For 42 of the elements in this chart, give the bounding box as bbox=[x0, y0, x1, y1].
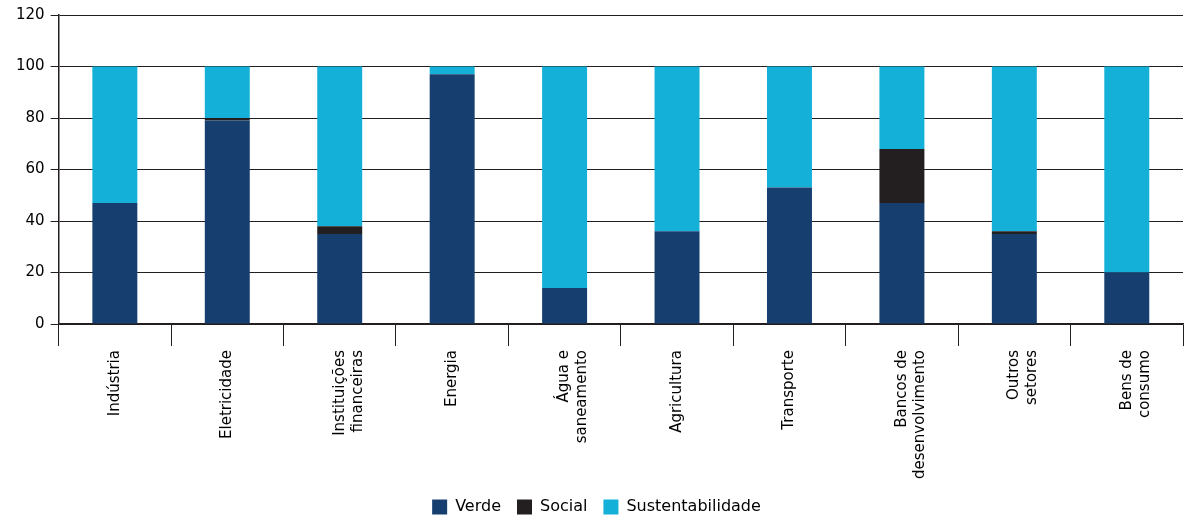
bar bbox=[92, 202, 138, 324]
bar bbox=[991, 231, 1037, 234]
x-tick-label: Água e saneamento bbox=[553, 350, 591, 444]
legend-label: Social bbox=[539, 496, 588, 516]
bar bbox=[991, 233, 1037, 324]
bar bbox=[542, 287, 588, 324]
bar bbox=[204, 120, 250, 324]
x-tick-label: Instituições financeiras bbox=[329, 349, 366, 436]
y-tick-label: 40 bbox=[25, 210, 45, 229]
x-tick-label: Eletricidade bbox=[217, 350, 236, 439]
bar bbox=[766, 187, 812, 324]
bar bbox=[879, 66, 925, 149]
x-tick-label: Transporte bbox=[779, 350, 798, 431]
legend-label: Verde bbox=[455, 496, 501, 516]
bar bbox=[317, 233, 363, 324]
y-tick-label: 80 bbox=[25, 107, 45, 126]
bar bbox=[991, 66, 1037, 232]
legend-label: Sustentabilidade bbox=[626, 496, 761, 516]
y-tick-label: 20 bbox=[25, 262, 45, 281]
bar bbox=[204, 66, 250, 119]
x-tick-label: Outros setores bbox=[1004, 349, 1041, 406]
bar bbox=[429, 66, 475, 75]
bar bbox=[92, 66, 138, 203]
y-tick-label: 60 bbox=[25, 159, 45, 178]
y-tick-label: 100 bbox=[15, 56, 45, 75]
y-tick-label: 120 bbox=[15, 4, 45, 23]
x-tick-label: Agricultura bbox=[666, 350, 685, 433]
bar bbox=[654, 231, 700, 324]
bar bbox=[542, 66, 588, 288]
x-tick-label: Indústria bbox=[104, 350, 123, 417]
x-tick-label: Bens de consumo bbox=[1116, 350, 1153, 419]
bar bbox=[766, 66, 812, 188]
x-tick-label: Energia bbox=[442, 350, 461, 408]
x-tick-label: Bancos de desenvolvimento bbox=[891, 350, 928, 480]
bar bbox=[1104, 272, 1150, 324]
bar bbox=[317, 66, 363, 227]
bar bbox=[879, 202, 925, 324]
y-tick-label: 0 bbox=[35, 313, 45, 332]
bar bbox=[654, 66, 700, 232]
bar bbox=[1104, 66, 1150, 273]
bar bbox=[429, 74, 475, 324]
bar bbox=[317, 226, 363, 234]
